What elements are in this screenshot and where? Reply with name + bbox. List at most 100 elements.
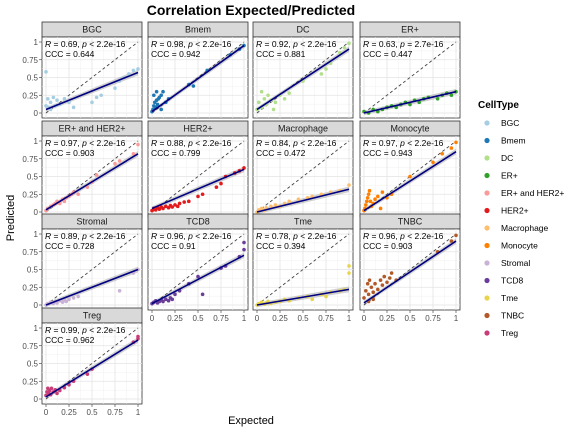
data-point	[113, 161, 117, 166]
x-tick-label: 0.75	[107, 408, 123, 417]
p-value: = 2.7e-16	[405, 39, 444, 49]
data-point	[387, 276, 392, 280]
correlation-stat: R = 0.97, p < 2.2e-16	[45, 138, 126, 148]
data-point	[378, 206, 383, 211]
identity-line	[45, 233, 139, 306]
p-symbol: p	[292, 39, 298, 49]
data-point	[319, 72, 324, 76]
y-tick-label: 1	[34, 137, 39, 146]
legend-label: Tme	[501, 293, 518, 303]
legend-label: TCD8	[501, 276, 523, 286]
data-point	[287, 91, 292, 95]
regression-line	[45, 153, 139, 211]
data-point	[371, 297, 376, 302]
data-point	[364, 289, 368, 293]
data-point	[94, 95, 99, 100]
p-symbol: p	[187, 138, 193, 148]
data-point	[136, 142, 140, 147]
legend-key	[484, 260, 490, 266]
r-symbol: R	[151, 231, 157, 241]
regression-line	[151, 44, 245, 113]
data-point	[170, 205, 175, 209]
data-point	[380, 283, 385, 287]
data-point	[364, 203, 368, 207]
data-point	[273, 100, 278, 105]
y-tick-label: 0	[34, 109, 39, 118]
legend-label: Macrophage	[501, 223, 549, 233]
data-point	[214, 185, 219, 189]
data-point	[347, 41, 351, 46]
r-symbol: R	[363, 39, 369, 49]
p-value: < 2.2e-16	[405, 138, 444, 148]
p-value: < 2.2e-16	[193, 138, 232, 148]
regression-line	[363, 150, 457, 212]
data-point	[76, 192, 80, 197]
r-symbol: R	[151, 39, 157, 49]
ccc-stat: CCC = 0.943	[363, 148, 413, 158]
data-point	[454, 140, 458, 145]
data-point	[170, 297, 175, 302]
legend-label: ER+	[501, 171, 518, 181]
regression-line	[363, 90, 457, 114]
data-point	[454, 233, 458, 238]
data-point	[131, 68, 136, 73]
data-point	[55, 391, 59, 396]
regression-line	[45, 71, 139, 111]
strip-label: Macrophage	[278, 124, 328, 134]
data-point	[257, 100, 261, 105]
ccc-stat: CCC = 0.472	[256, 148, 306, 158]
y-tick-label: 0.25	[22, 91, 38, 100]
data-point	[365, 281, 370, 286]
regression-line	[256, 48, 350, 111]
x-tick-label: 0.25	[61, 408, 77, 417]
legend-key	[484, 190, 490, 196]
data-point	[266, 93, 270, 98]
legend-item: Macrophage	[484, 223, 549, 233]
data-point	[159, 93, 163, 98]
data-point	[51, 95, 56, 100]
data-point	[62, 97, 67, 101]
grid	[253, 136, 353, 217]
data-point	[173, 292, 177, 297]
data-point	[136, 67, 140, 71]
data-point	[373, 197, 377, 202]
x-tick-label: 0.5	[192, 314, 204, 323]
legend-label: BGC	[501, 118, 519, 128]
y-tick-label: 0	[34, 208, 39, 217]
p-value: < 2.2e-16	[87, 39, 126, 49]
data-point	[368, 199, 373, 204]
r-symbol: R	[256, 138, 262, 148]
correlation-stat: R = 0.78, p < 2.2e-16	[256, 231, 337, 241]
data-point	[378, 278, 383, 282]
ccc-stat: CCC = 0.728	[45, 241, 95, 251]
data-point	[187, 199, 191, 204]
ccc-stat: CCC = 0.394	[256, 241, 306, 251]
correlation-stat: R = 0.88, p < 2.2e-16	[151, 138, 232, 148]
data-point	[46, 97, 50, 101]
data-point	[262, 97, 267, 101]
data-point	[389, 271, 394, 275]
ccc-stat: CCC = 0.881	[256, 49, 306, 59]
y-tick-label: 1	[34, 324, 39, 333]
data-point	[196, 194, 200, 199]
x-tick-label: 0.75	[318, 314, 334, 323]
p-value: < 2.2e-16	[193, 39, 232, 49]
legend-item: ER+	[484, 171, 518, 181]
data-point	[259, 206, 264, 211]
r-value: = 0.63,	[369, 39, 400, 49]
legend-key	[484, 330, 490, 336]
data-point	[376, 194, 380, 199]
ccc-stat: CCC = 0.903	[363, 241, 413, 251]
data-point	[242, 240, 246, 245]
y-tick-label: 0.75	[22, 155, 38, 164]
r-symbol: R	[151, 138, 157, 148]
data-point	[449, 239, 454, 243]
y-tick-label: 0.5	[27, 74, 39, 83]
data-point	[200, 292, 205, 297]
legend-key	[484, 295, 490, 301]
x-tick-label: 0.75	[425, 314, 441, 323]
